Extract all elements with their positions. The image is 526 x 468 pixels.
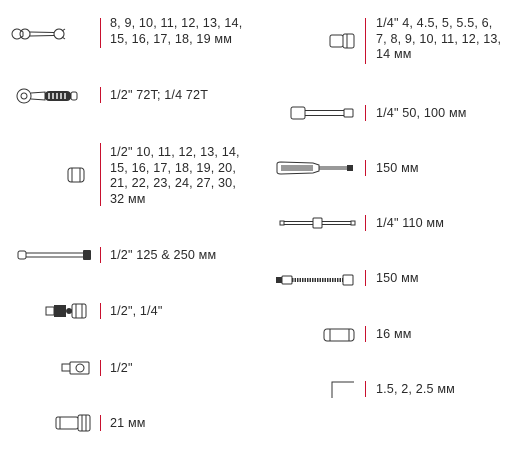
text-line: 14 мм bbox=[376, 47, 412, 62]
divider-bar bbox=[365, 381, 366, 397]
text-line: 1/4" 4, 4.5, 5, 5.5, 6, bbox=[376, 16, 493, 30]
item-text: 1/2" 125 & 250 мм bbox=[110, 248, 216, 264]
text-line: 15, 16, 17, 18, 19 мм bbox=[110, 31, 232, 46]
item-text: 1/2", 1/4" bbox=[110, 304, 162, 320]
item-text: 8, 9, 10, 11, 12, 13, 14, 15, 16, 17, 18… bbox=[110, 16, 242, 47]
combination-wrench-icon bbox=[11, 28, 66, 40]
item-text: 1/2" bbox=[110, 361, 133, 377]
text-line: 1/2" 125 & 250 мм bbox=[110, 248, 217, 262]
divider-bar bbox=[100, 415, 101, 431]
text-line: 21 мм bbox=[110, 416, 146, 430]
item-text: 150 мм bbox=[376, 271, 419, 287]
divider-bar bbox=[100, 18, 101, 48]
item-text: 1/2" 10, 11, 12, 13, 14, 15, 16, 17, 18,… bbox=[110, 145, 240, 207]
item-text: 21 мм bbox=[110, 416, 146, 432]
divider-bar bbox=[100, 247, 101, 263]
spark-plug-socket-icon bbox=[55, 414, 91, 432]
item-text: 1/4" 4, 4.5, 5, 5.5, 6, 7, 8, 9, 10, 11,… bbox=[376, 16, 501, 63]
text-line: 7, 8, 9, 10, 11, 12, 13, bbox=[376, 31, 502, 46]
item-text: 150 мм bbox=[376, 161, 419, 177]
adapter-icon bbox=[61, 361, 90, 375]
text-line: 1.5, 2, 2.5 мм bbox=[376, 382, 455, 396]
divider-bar bbox=[100, 303, 101, 319]
text-line: 1/2", 1/4" bbox=[110, 304, 163, 318]
text-line: 32 мм bbox=[110, 191, 146, 206]
divider-bar bbox=[365, 160, 366, 176]
text-line: 21, 22, 23, 24, 27, 30, bbox=[110, 176, 236, 191]
universal-joint-icon bbox=[45, 303, 87, 319]
text-line: 16 мм bbox=[376, 327, 412, 341]
extension-bar-icon bbox=[17, 250, 91, 260]
item-text: 1.5, 2, 2.5 мм bbox=[376, 382, 455, 398]
extension-bar-icon bbox=[290, 106, 354, 120]
text-line: 150 мм bbox=[376, 161, 419, 175]
item-text: 16 мм bbox=[376, 327, 412, 343]
text-line: 1/4" 50, 100 мм bbox=[376, 106, 467, 120]
spinner-handle-icon bbox=[276, 161, 353, 175]
ratchet-handle-icon bbox=[16, 88, 78, 104]
text-line: 150 мм bbox=[376, 271, 419, 285]
divider-bar bbox=[100, 143, 101, 206]
divider-bar bbox=[365, 270, 366, 286]
text-line: 1/2" 72T; 1/4 72T bbox=[110, 88, 209, 102]
divider-bar bbox=[365, 215, 366, 231]
text-line: 1/2" bbox=[110, 361, 133, 375]
hex-key-icon bbox=[331, 381, 354, 398]
text-line: 8, 9, 10, 11, 12, 13, 14, bbox=[110, 16, 243, 30]
divider-bar bbox=[365, 326, 366, 342]
divider-bar bbox=[365, 105, 366, 121]
item-text: 1/4" 110 мм bbox=[376, 216, 444, 232]
small-socket-icon bbox=[329, 33, 355, 49]
sliding-t-bar-icon bbox=[279, 217, 356, 229]
flexible-extension-icon bbox=[276, 274, 354, 286]
divider-bar bbox=[365, 18, 366, 64]
text-line: 15, 16, 17, 18, 19, 20, bbox=[110, 160, 236, 175]
text-line: 1/4" 110 мм bbox=[376, 216, 445, 230]
item-text: 1/2" 72T; 1/4 72T bbox=[110, 88, 208, 104]
item-text: 1/4" 50, 100 мм bbox=[376, 106, 467, 122]
text-line: 1/2" 10, 11, 12, 13, 14, bbox=[110, 145, 240, 159]
divider-bar bbox=[100, 87, 101, 103]
socket-icon bbox=[67, 167, 85, 183]
divider-bar bbox=[100, 360, 101, 376]
deep-socket-icon bbox=[323, 328, 355, 342]
